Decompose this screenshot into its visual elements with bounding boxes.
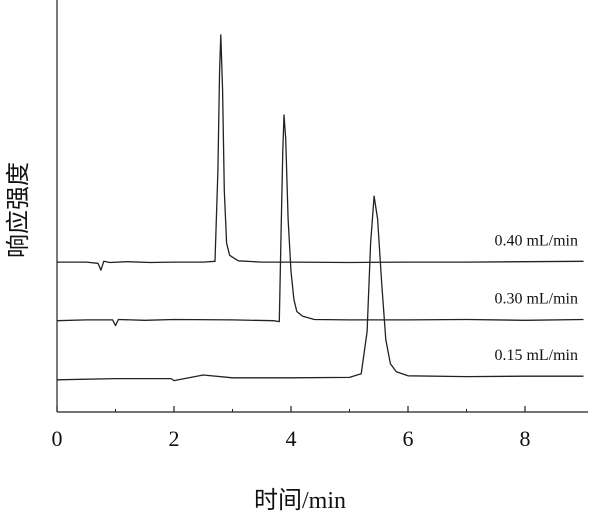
trace bbox=[56, 114, 584, 327]
series-label: 0.30 mL/min bbox=[494, 291, 578, 308]
x-tick-label: 4 bbox=[286, 426, 297, 451]
x-axis-label: 时间/min bbox=[254, 487, 346, 514]
y-axis-label: 响应强度 bbox=[5, 162, 32, 258]
x-tick-label: 6 bbox=[403, 426, 414, 451]
x-tick-label: 2 bbox=[169, 426, 180, 451]
x-tick-label: 8 bbox=[520, 426, 531, 451]
series-label: 0.40 mL/min bbox=[494, 232, 578, 249]
trace bbox=[57, 34, 584, 271]
x-tick-label: 0 bbox=[52, 426, 63, 451]
series-label: 0.15 mL/min bbox=[494, 347, 578, 364]
trace bbox=[56, 195, 584, 382]
